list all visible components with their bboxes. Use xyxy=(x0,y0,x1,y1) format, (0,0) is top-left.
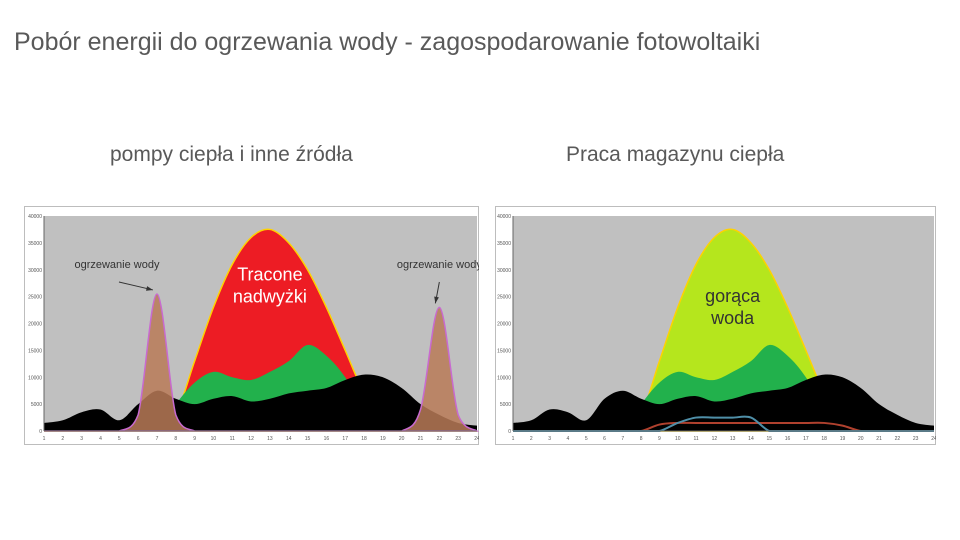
y-tick-label: 30000 xyxy=(497,268,511,274)
y-tick-label: 20000 xyxy=(28,322,42,328)
arrow-head xyxy=(146,286,153,291)
x-tick-label: 4 xyxy=(99,436,102,442)
y-tick-label: 40000 xyxy=(497,214,511,220)
y-tick-label: 15000 xyxy=(497,348,511,354)
right-chart-heading: Praca magazynu ciepła xyxy=(566,143,785,166)
x-tick-label: 13 xyxy=(730,436,736,442)
annotation-lost-surplus: Tracone nadwyżki xyxy=(233,265,307,307)
chart-heat-pumps: 0 5000 10000 15000 20000 25000 30000 35000 40000… xyxy=(24,206,479,445)
y-tick-label: 35000 xyxy=(497,241,511,247)
x-tick-label: 20 xyxy=(399,436,405,442)
annotation-water-heating: ogrzewanie wody xyxy=(397,259,479,271)
x-tick-label: 23 xyxy=(913,436,919,442)
series-base-load-area xyxy=(513,374,934,431)
x-tick-label: 21 xyxy=(418,436,424,442)
x-tick-label: 2 xyxy=(61,436,64,442)
x-tick-label: 9 xyxy=(193,436,196,442)
y-tick-label: 25000 xyxy=(28,295,42,301)
y-tick-label: 5000 xyxy=(31,402,42,408)
x-tick-label: 20 xyxy=(858,436,864,442)
y-tick-label: 15000 xyxy=(28,348,42,354)
x-tick-label: 24 xyxy=(931,436,936,442)
x-tick-label: 13 xyxy=(267,436,273,442)
x-tick-label: 9 xyxy=(658,436,661,442)
x-tick-label: 3 xyxy=(548,436,551,442)
x-tick-label: 22 xyxy=(437,436,443,442)
x-tick-label: 11 xyxy=(230,436,235,442)
x-tick-label: 5 xyxy=(118,436,121,442)
y-tick-label: 0 xyxy=(39,429,42,435)
x-tick-label: 2 xyxy=(530,436,533,442)
x-tick-label: 21 xyxy=(876,436,882,442)
x-tick-label: 14 xyxy=(748,436,754,442)
chart-svg-1: 0 5000 10000 15000 20000 25000 30000 35000 40000… xyxy=(495,206,936,445)
x-tick-label: 8 xyxy=(174,436,177,442)
x-tick-label: 17 xyxy=(342,436,348,442)
y-tick-label: 10000 xyxy=(497,375,511,381)
series-green-area xyxy=(513,344,934,431)
x-tick-label: 24 xyxy=(474,436,479,442)
y-tick-label: 20000 xyxy=(497,322,511,328)
y-tick-label: 35000 xyxy=(28,241,42,247)
y-tick-label: 25000 xyxy=(497,295,511,301)
x-tick-label: 16 xyxy=(785,436,791,442)
x-tick-label: 15 xyxy=(305,436,311,442)
x-tick-label: 18 xyxy=(361,436,367,442)
x-tick-label: 1 xyxy=(43,436,46,442)
chart-heat-storage: 0 5000 10000 15000 20000 25000 30000 35000 40000… xyxy=(495,206,936,445)
x-tick-label: 6 xyxy=(603,436,606,442)
series-green-area xyxy=(44,344,477,431)
annotation-water-heating: ogrzewanie wody xyxy=(74,259,159,271)
x-tick-label: 23 xyxy=(455,436,461,442)
x-tick-label: 1 xyxy=(512,436,515,442)
slide-title: Pobór energii do ogrzewania wody - zagos… xyxy=(14,28,761,56)
x-tick-label: 19 xyxy=(380,436,386,442)
x-tick-label: 15 xyxy=(766,436,772,442)
x-tick-label: 5 xyxy=(585,436,588,442)
y-tick-label: 5000 xyxy=(500,402,511,408)
x-tick-label: 16 xyxy=(324,436,330,442)
x-tick-label: 22 xyxy=(895,436,901,442)
x-tick-label: 18 xyxy=(821,436,827,442)
x-tick-label: 7 xyxy=(156,436,159,442)
x-tick-label: 11 xyxy=(693,436,698,442)
x-tick-label: 17 xyxy=(803,436,809,442)
x-tick-label: 4 xyxy=(567,436,570,442)
y-tick-label: 40000 xyxy=(28,214,42,220)
x-tick-label: 12 xyxy=(248,436,254,442)
x-tick-label: 12 xyxy=(712,436,718,442)
x-tick-label: 10 xyxy=(675,436,681,442)
x-tick-label: 7 xyxy=(621,436,624,442)
annotation-hot-water: gorąca woda xyxy=(705,286,761,328)
y-tick-label: 0 xyxy=(508,429,511,435)
y-tick-label: 10000 xyxy=(28,375,42,381)
y-tick-label: 30000 xyxy=(28,268,42,274)
x-tick-label: 3 xyxy=(80,436,83,442)
arrow-head xyxy=(434,296,439,304)
left-chart-heading: pompy ciepła i inne źródła xyxy=(110,143,353,166)
x-tick-label: 8 xyxy=(640,436,643,442)
x-tick-label: 19 xyxy=(840,436,846,442)
x-tick-label: 10 xyxy=(211,436,217,442)
x-tick-label: 14 xyxy=(286,436,292,442)
chart-svg-0: 0 5000 10000 15000 20000 25000 30000 35000 40000… xyxy=(24,206,479,445)
x-tick-label: 6 xyxy=(137,436,140,442)
